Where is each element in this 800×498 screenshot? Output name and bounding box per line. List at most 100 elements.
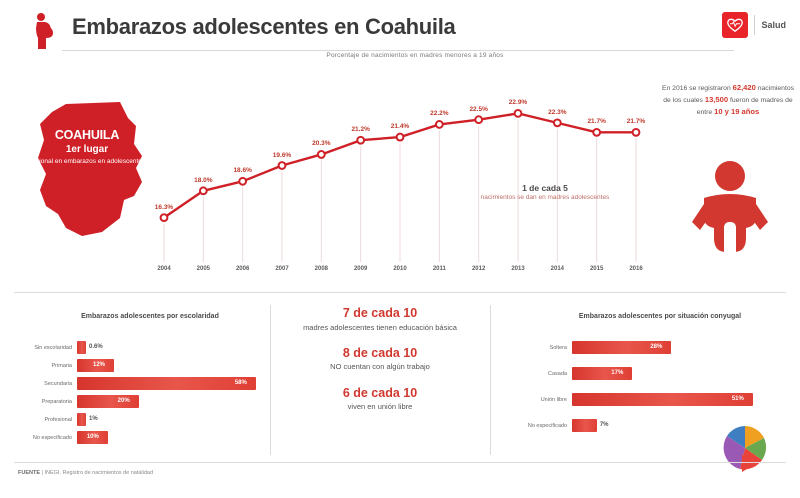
bar-category-label: No especificado	[32, 434, 72, 441]
bar-category-label: Casada	[548, 370, 567, 377]
chart-year-label: 2009	[353, 266, 368, 272]
bar-track: 17%	[572, 367, 767, 380]
chart-year-label: 2008	[314, 266, 328, 272]
bar-category-label: Primaria	[51, 362, 72, 369]
center-stats: 7 de cada 10 madres adolescentes tienen e…	[282, 306, 478, 425]
callout-detail: nacimientos se dan en madres adolescente…	[480, 194, 610, 202]
chart-point	[592, 127, 602, 137]
chart-data-label: 22.5%	[469, 105, 488, 113]
bar-value-label: 51%	[731, 396, 744, 402]
bar-value-label: 17%	[611, 370, 624, 376]
footer-source: FUENTE | INEGI. Registro de nacimientos …	[18, 470, 153, 476]
chart-year-label: 2004	[157, 266, 171, 272]
chart-year-label: 2013	[511, 266, 525, 272]
bar-row: Profesional 1%	[14, 412, 262, 427]
callout-headline: 1 de cada 5	[522, 183, 568, 193]
chart-year-label: 2016	[629, 266, 643, 272]
chart-data-label: 18.0%	[194, 176, 213, 184]
trend-line-chart: 16.3% 18.0% 18.6% 19.6% 20.3% 21.2% 21.4% 22.2%…	[150, 72, 650, 272]
baby-icon	[692, 161, 768, 268]
note-value3: 10 y 19 años	[714, 107, 760, 117]
bar-row: Sin escolaridad 0.6%	[14, 340, 262, 355]
bar-row: Casada 17%	[505, 366, 767, 381]
bar-track: 58%	[77, 377, 262, 390]
chart-point	[238, 176, 248, 186]
side-note: En 2016 se registraron 62,420 nacimiento…	[660, 82, 796, 119]
source-label: FUENTE	[18, 470, 40, 476]
stat-headline: 6 de cada 10	[342, 385, 418, 400]
bar-category-label: Sin escolaridad	[34, 344, 72, 351]
bar-value-label: 10%	[86, 434, 99, 440]
chart-data-label: 22.9%	[508, 99, 528, 107]
bar-fill	[77, 431, 108, 444]
bar-fill	[77, 413, 86, 426]
note-value1: 62,420	[732, 83, 756, 92]
bar-fill	[572, 341, 672, 354]
note-line4: fueron de madres	[729, 97, 784, 105]
bar-value-label: 20%	[117, 398, 130, 404]
bar-track: 1%	[77, 413, 262, 426]
chart-point	[198, 186, 208, 196]
bar-fill	[77, 395, 139, 408]
logo-divider	[754, 15, 756, 35]
bar-value-label: 0.6%	[89, 344, 103, 350]
bar-value-label: 28%	[650, 344, 663, 350]
bar-value-label: 12%	[93, 362, 106, 368]
header-divider	[62, 50, 734, 51]
logo-badge	[722, 12, 749, 38]
chart-point	[434, 120, 444, 129]
chart-year-label: 2007	[275, 266, 289, 272]
note-line1: En 2016 se registraron	[661, 85, 731, 92]
page-title: Embarazos adolescentes en Coahuila	[72, 14, 456, 39]
chart-point	[513, 108, 523, 118]
stat-headline: 7 de cada 10	[342, 306, 418, 320]
map-detail: nacional en embarazos en adolescentes	[28, 157, 146, 165]
salud-logo: Salud	[722, 12, 786, 38]
map-rank: 1er lugar	[65, 143, 109, 155]
stat-detail: madres adolescentes tienen educación bás…	[303, 322, 457, 332]
bar-category-label: Preparatoria	[41, 398, 72, 405]
page-subtitle: Porcentaje de nacimientos en madres meno…	[326, 52, 504, 59]
stat-block: 8 de cada 10 NO cuentan con algún trabajo	[282, 346, 478, 373]
header: Embarazos adolescentes en Coahuila Porce…	[0, 0, 800, 59]
stat-detail: viven en unión libre	[347, 402, 413, 412]
chart-point	[356, 135, 366, 145]
bar-value-label: 58%	[234, 380, 247, 386]
note-value2: 13,500	[704, 95, 729, 105]
map-badge-text: COAHUILA 1er lugar nacional en embarazos…	[28, 128, 146, 166]
bar-fill	[572, 419, 597, 432]
stat-detail: NO cuentan con algún trabajo	[330, 362, 430, 372]
bar-category-label: Profesional	[44, 416, 72, 423]
note-line5: de entre	[696, 97, 793, 117]
heart-icon	[727, 18, 744, 32]
chart-point	[277, 161, 287, 170]
chart-data-label: 21.7%	[587, 118, 606, 126]
bar-row: Primaria 12%	[14, 358, 262, 373]
chart-point	[631, 127, 641, 137]
pregnant-woman-icon	[36, 13, 53, 49]
logo-label: Salud	[761, 20, 786, 30]
bar-category-label: Soltera	[549, 344, 567, 351]
bar-category-label: Unión libre	[540, 396, 567, 403]
chart-point	[552, 118, 562, 128]
chart-data-label: 19.6%	[272, 151, 292, 159]
stat-headline: 8 de cada 10	[342, 345, 418, 360]
map-state-name: COAHUILA	[54, 128, 120, 142]
bar-value-label: 7%	[599, 422, 609, 428]
chart-canvas	[159, 108, 641, 262]
section-divider-left	[270, 305, 271, 455]
bar-fill	[77, 377, 256, 390]
chart-year-label: 2015	[589, 266, 604, 272]
chart-point	[474, 115, 484, 125]
bar-fill	[77, 359, 114, 372]
bar-track: 0.6%	[77, 341, 262, 354]
chart-data-label: 22.2%	[430, 110, 449, 118]
chart-point	[395, 132, 405, 142]
chart-year-label: 2006	[235, 266, 250, 272]
chart-year-label: 2005	[196, 266, 210, 272]
bar-category-label: Secundaria	[44, 380, 72, 387]
chart-callout: 1 de cada 5 nacimientos se dan en madres…	[470, 183, 620, 203]
chart-year-label: 2012	[471, 266, 486, 272]
chart-data-label: 16.3%	[154, 203, 174, 211]
panel-left-title: Embarazos adolescentes por escolaridad	[81, 313, 219, 320]
